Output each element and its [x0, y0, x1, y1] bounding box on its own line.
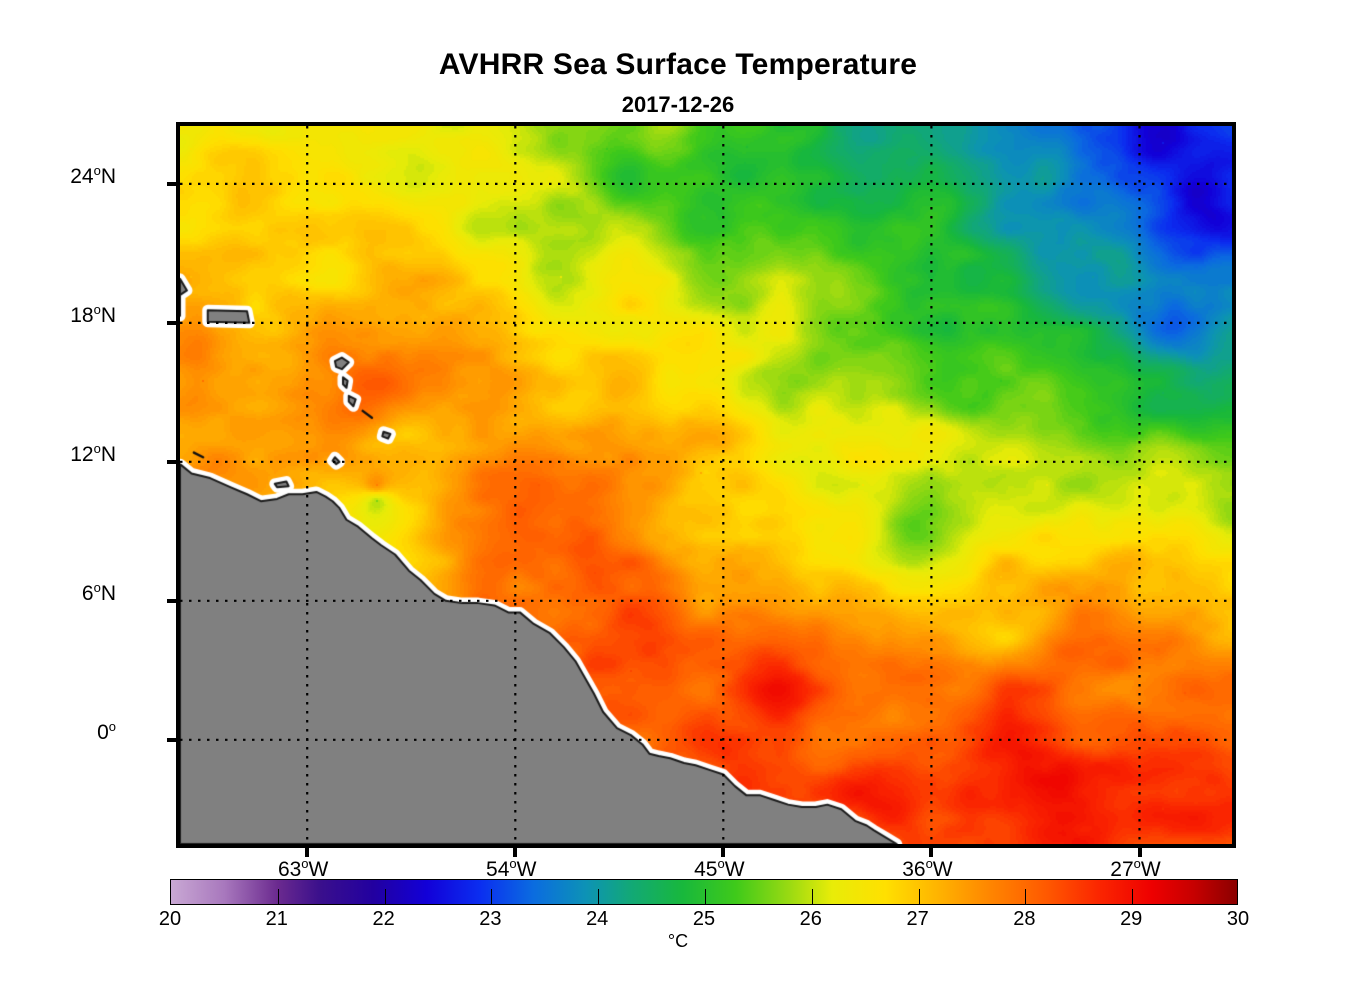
- y-label-hemisphere: N: [100, 442, 116, 466]
- y-axis-label: 12oN: [0, 440, 116, 467]
- colorbar-tick: [384, 889, 386, 904]
- colorbar-tick: [1025, 889, 1027, 904]
- map-canvas-wrapper: [180, 126, 1232, 844]
- y-axis-tick: [167, 181, 180, 186]
- sst-map-plot[interactable]: [167, 122, 1236, 857]
- y-label-hemisphere: N: [100, 581, 116, 605]
- y-axis-tick: [167, 320, 180, 325]
- colorbar-tick: [918, 889, 920, 904]
- x-axis-label: 63oW: [233, 856, 373, 882]
- colorbar-tick-label: 23: [479, 908, 502, 930]
- x-axis-tick: [1137, 844, 1142, 857]
- page-title: AVHRR Sea Surface Temperature: [438, 48, 918, 81]
- colorbar-tick-label: 22: [372, 908, 395, 930]
- colorbar-tick: [491, 889, 493, 904]
- degree-symbol: o: [93, 162, 101, 178]
- y-label-value: 6: [81, 581, 94, 605]
- colorbar-tick: [598, 889, 600, 904]
- degree-symbol: o: [93, 440, 101, 456]
- colorbar-tick-label: 28: [1013, 908, 1036, 930]
- y-axis-tick: [167, 459, 180, 464]
- colorbar-tick: [1132, 889, 1134, 904]
- y-label-hemisphere: N: [100, 303, 116, 327]
- colorbar-tick-label: 24: [586, 908, 609, 930]
- colorbar-unit-label: °C: [667, 931, 689, 951]
- y-axis-label: 6oN: [0, 579, 116, 606]
- y-axis-tick: [167, 737, 180, 742]
- degree-symbol: o: [108, 718, 116, 734]
- degree-symbol: o: [93, 579, 101, 595]
- x-axis-tick: [513, 844, 518, 857]
- colorbar-tick-label: 29: [1120, 908, 1143, 930]
- colorbar-tick-label: 26: [799, 908, 822, 930]
- x-label-value: 63: [277, 858, 302, 881]
- degree-symbol: o: [925, 856, 933, 871]
- x-label-hemisphere: W: [724, 858, 745, 881]
- degree-symbol: o: [93, 301, 101, 317]
- degree-symbol: o: [509, 856, 517, 871]
- degree-symbol: o: [301, 856, 309, 871]
- colorbar-gradient: [171, 880, 1237, 904]
- x-label-hemisphere: W: [308, 858, 329, 881]
- y-label-value: 12: [70, 442, 94, 466]
- colorbar-tick: [811, 889, 813, 904]
- x-label-value: 36: [902, 858, 926, 881]
- x-axis-tick: [929, 844, 934, 857]
- colorbar-tick: [705, 889, 706, 904]
- page-subtitle: 2017-12-26: [621, 92, 735, 117]
- sst-heatmap-canvas: [180, 126, 1232, 844]
- x-axis-tick: [721, 844, 726, 857]
- x-label-hemisphere: W: [1140, 858, 1161, 881]
- x-axis-label: 36oW: [857, 856, 997, 882]
- y-axis-label: 0o: [0, 718, 116, 745]
- colorbar-tick-label: 25: [692, 908, 716, 930]
- colorbar-tick-label: 30: [1226, 908, 1250, 930]
- x-label-hemisphere: W: [932, 858, 953, 881]
- degree-symbol: o: [717, 856, 725, 871]
- y-label-hemisphere: N: [100, 164, 116, 188]
- x-axis-tick: [305, 844, 310, 857]
- y-axis-label: 18oN: [0, 301, 116, 328]
- y-axis-label: 24oN: [0, 162, 116, 189]
- degree-symbol: o: [1133, 856, 1141, 871]
- y-label-value: 0: [97, 720, 109, 744]
- x-label-value: 45: [694, 858, 718, 881]
- colorbar-tick: [277, 889, 279, 904]
- x-label-value: 27: [1110, 858, 1134, 881]
- x-axis-label: 54oW: [441, 856, 581, 882]
- y-label-value: 18: [70, 303, 94, 327]
- colorbar-tick-label: 20: [158, 908, 182, 930]
- x-axis-label: 27oW: [1066, 856, 1206, 882]
- colorbar-tick-label: 27: [906, 908, 929, 930]
- x-label-value: 54: [486, 858, 510, 881]
- y-axis-tick: [167, 598, 180, 603]
- colorbar-tick-label: 21: [265, 908, 288, 930]
- x-axis-label: 45oW: [649, 856, 789, 882]
- colorbar[interactable]: [170, 879, 1238, 905]
- x-label-hemisphere: W: [516, 858, 537, 881]
- y-label-value: 24: [70, 164, 94, 188]
